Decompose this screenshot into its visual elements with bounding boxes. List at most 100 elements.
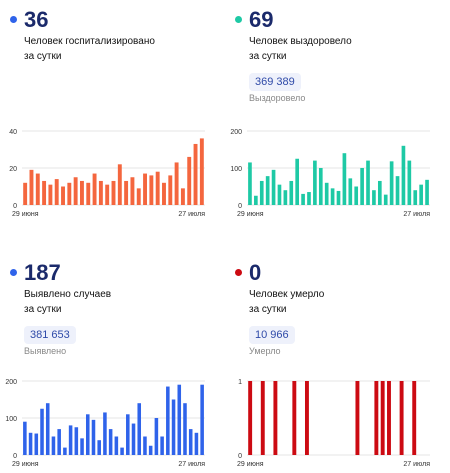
x-end-label: 27 июля bbox=[178, 461, 205, 468]
chart-bar bbox=[380, 381, 385, 455]
chart-bar bbox=[174, 162, 179, 205]
chart-bar bbox=[260, 381, 265, 455]
chart-bar bbox=[387, 381, 391, 455]
chart-bar bbox=[324, 182, 329, 205]
chart-bar bbox=[85, 414, 90, 455]
y-tick-label: 100 bbox=[230, 166, 242, 173]
chart-bar bbox=[92, 173, 97, 205]
chart-bar bbox=[124, 180, 129, 205]
chart-bar bbox=[168, 175, 173, 205]
chart-bar bbox=[313, 160, 317, 205]
panel-header: 187 bbox=[8, 257, 223, 287]
chart-bar bbox=[91, 419, 96, 455]
panel-deaths: 0 Человек умерло за сутки 10 966 Умерло bbox=[233, 257, 448, 356]
chart-bar bbox=[111, 180, 116, 205]
total-row: 10 966 bbox=[249, 325, 448, 344]
chart-bar bbox=[374, 381, 379, 455]
chart-bar bbox=[273, 381, 278, 455]
chart-bar bbox=[383, 194, 388, 205]
total-label: Выявлено bbox=[24, 346, 67, 356]
chart-bar bbox=[248, 381, 253, 455]
chart-bar bbox=[292, 381, 297, 455]
status-dot bbox=[10, 269, 17, 276]
y-tick-label: 0 bbox=[238, 203, 242, 210]
chart-bar bbox=[194, 432, 199, 455]
x-start-label: 29 июня bbox=[237, 211, 264, 218]
total-badge: 369 389 bbox=[249, 73, 301, 91]
chart-bar bbox=[103, 412, 107, 455]
chart-bar bbox=[149, 175, 154, 205]
chart-bar bbox=[57, 429, 61, 455]
chart-bar bbox=[259, 180, 264, 205]
chart-bar bbox=[295, 158, 300, 205]
status-dot bbox=[235, 269, 242, 276]
y-tick-label: 40 bbox=[9, 129, 17, 136]
chart-bar bbox=[289, 180, 294, 205]
chart-bar bbox=[73, 177, 78, 205]
chart-bar bbox=[248, 162, 252, 205]
chart-bar bbox=[68, 425, 73, 455]
chart-recovered: 0 100 200 29 июня 27 июля bbox=[230, 129, 430, 218]
chart-bar bbox=[265, 176, 270, 205]
chart-bar bbox=[254, 195, 258, 205]
label-line-2: за сутки bbox=[249, 304, 287, 315]
chart-cases: 0 100 200 29 июня 27 июля bbox=[5, 379, 205, 468]
chart-bar bbox=[307, 192, 311, 205]
chart-bar bbox=[304, 381, 309, 455]
label-line-1: Человек умерло bbox=[249, 289, 325, 300]
label-line-2: за сутки bbox=[24, 51, 62, 62]
chart-bar bbox=[143, 436, 147, 455]
panel-header: 69 bbox=[233, 4, 448, 34]
chart-bar bbox=[48, 184, 53, 205]
chart-bar bbox=[271, 169, 276, 205]
chart-bar bbox=[330, 188, 335, 205]
y-tick-label: 1 bbox=[238, 379, 242, 386]
chart-bar bbox=[155, 171, 160, 205]
chart-bar bbox=[45, 403, 50, 455]
chart-bar bbox=[355, 381, 360, 455]
chart-bar bbox=[366, 160, 370, 205]
panel-hospitalized: 36 Человек госпитализировано за сутки bbox=[8, 4, 223, 64]
chart-bar bbox=[108, 429, 113, 455]
chart-bar bbox=[360, 168, 364, 205]
chart-bar bbox=[23, 182, 28, 205]
chart-bar bbox=[86, 182, 91, 205]
chart-bar bbox=[389, 161, 394, 205]
chart-bar bbox=[283, 190, 288, 205]
total-badge: 381 653 bbox=[24, 326, 76, 344]
y-tick-label: 100 bbox=[5, 416, 17, 423]
chart-bar bbox=[401, 145, 406, 205]
chart-bar bbox=[61, 186, 65, 205]
panel-header: 0 bbox=[233, 257, 448, 287]
total-label: Выздоровело bbox=[249, 93, 306, 103]
chart-bar bbox=[54, 179, 59, 205]
chart-bar bbox=[34, 433, 39, 455]
chart-bar bbox=[137, 403, 142, 455]
chart-bar bbox=[148, 445, 153, 455]
label-line-1: Человек госпитализировано bbox=[24, 36, 155, 47]
chart-bar bbox=[80, 438, 84, 455]
chart-bar bbox=[35, 173, 40, 205]
chart-bar bbox=[28, 432, 33, 455]
chart-bar bbox=[105, 184, 110, 205]
chart-bar bbox=[407, 160, 412, 205]
chart-deaths: 0 1 29 июня 27 июля bbox=[237, 379, 430, 468]
total-row: 369 389 bbox=[249, 72, 448, 91]
status-dot bbox=[10, 16, 17, 23]
chart-bar bbox=[187, 156, 192, 205]
label-line-2: за сутки bbox=[24, 304, 62, 315]
chart-bar bbox=[177, 384, 182, 455]
chart-bar bbox=[114, 436, 119, 455]
x-start-label: 29 июня bbox=[237, 461, 264, 468]
y-tick-label: 0 bbox=[13, 453, 17, 460]
x-start-label: 29 июня bbox=[12, 461, 39, 468]
chart-bar bbox=[425, 179, 429, 205]
chart-bar bbox=[162, 182, 166, 205]
chart-bar bbox=[180, 188, 185, 205]
chart-bar bbox=[160, 436, 164, 455]
chart-bar bbox=[143, 173, 148, 205]
chart-bar bbox=[348, 178, 353, 205]
chart-bar bbox=[29, 169, 34, 205]
chart-bar bbox=[354, 186, 359, 205]
chart-bar bbox=[188, 429, 193, 455]
